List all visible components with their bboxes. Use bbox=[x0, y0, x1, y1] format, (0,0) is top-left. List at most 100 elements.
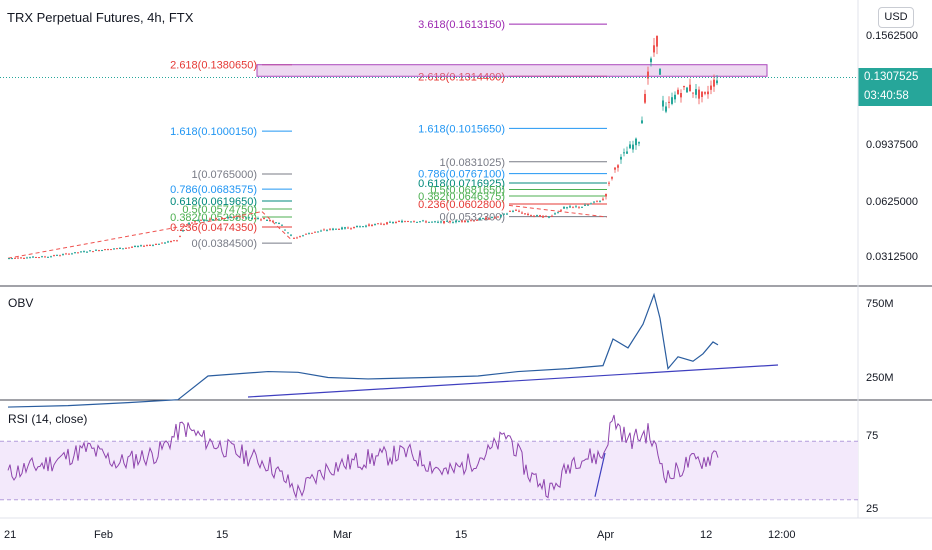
fib-level[interactable]: 1(0.0831025) bbox=[440, 157, 607, 169]
candle bbox=[407, 220, 409, 223]
fib-level[interactable]: 0.618(0.0716925) bbox=[418, 178, 607, 190]
candle bbox=[209, 217, 211, 221]
candle bbox=[626, 146, 628, 154]
candle bbox=[470, 219, 472, 222]
candle bbox=[650, 56, 652, 67]
candle bbox=[587, 204, 589, 206]
candle bbox=[698, 86, 700, 105]
trend-line-3[interactable] bbox=[508, 204, 608, 218]
candle bbox=[716, 75, 718, 86]
candle bbox=[533, 215, 535, 218]
candle bbox=[422, 219, 424, 222]
candle bbox=[254, 217, 256, 220]
candle bbox=[146, 244, 148, 247]
candle bbox=[464, 220, 466, 223]
candle bbox=[413, 220, 415, 223]
fib-level[interactable]: 0.236(0.0474350) bbox=[170, 222, 292, 234]
candle bbox=[161, 242, 163, 244]
candle bbox=[101, 249, 103, 252]
fib-level[interactable]: 0.786(0.0767100) bbox=[418, 169, 607, 181]
candle bbox=[263, 217, 265, 220]
candle bbox=[356, 225, 358, 228]
fib-label: 0.5(0.0574750) bbox=[182, 204, 257, 216]
candle-layer bbox=[0, 35, 858, 260]
candle bbox=[635, 137, 637, 150]
candle bbox=[623, 148, 625, 157]
obv-line bbox=[7, 292, 719, 408]
candle bbox=[305, 233, 307, 235]
candle bbox=[194, 220, 196, 223]
candle bbox=[656, 35, 658, 55]
candle bbox=[239, 215, 241, 218]
fib-label: 0.5(0.0681650) bbox=[430, 184, 505, 196]
bar-countdown: 03:40:58 bbox=[858, 87, 932, 106]
fib-level[interactable]: 1.618(0.1000150) bbox=[170, 126, 292, 138]
candle bbox=[191, 222, 193, 224]
candle bbox=[509, 210, 511, 212]
fib-level[interactable]: 0.618(0.0619650) bbox=[170, 196, 292, 208]
trend-line-1[interactable] bbox=[7, 211, 263, 259]
candle bbox=[203, 218, 205, 223]
obv-trendline[interactable] bbox=[247, 364, 779, 398]
candle bbox=[344, 226, 346, 230]
candle bbox=[173, 240, 175, 242]
fib-label: 2.618(0.1314400) bbox=[418, 71, 505, 83]
candle bbox=[473, 220, 475, 222]
candle bbox=[311, 232, 313, 234]
rsi-trendline[interactable] bbox=[594, 452, 606, 497]
candle bbox=[332, 227, 334, 231]
candle bbox=[341, 226, 343, 230]
fib-zone-highlight[interactable] bbox=[256, 64, 768, 77]
candle bbox=[506, 212, 508, 215]
candle bbox=[176, 239, 178, 242]
fib-label: 0.786(0.0767100) bbox=[418, 169, 505, 181]
candle bbox=[284, 229, 286, 231]
candle bbox=[125, 247, 127, 249]
candle bbox=[326, 229, 328, 232]
fib-level[interactable]: 0.382(0.0646375) bbox=[418, 191, 607, 203]
candle bbox=[296, 236, 298, 239]
candle bbox=[122, 248, 124, 250]
candle bbox=[482, 217, 484, 220]
candle bbox=[632, 140, 634, 153]
candle bbox=[575, 204, 577, 208]
candle bbox=[668, 96, 670, 109]
candle bbox=[23, 257, 25, 260]
candle bbox=[293, 237, 295, 240]
candle bbox=[98, 249, 100, 252]
candle bbox=[629, 141, 631, 149]
time-tick-6: Apr bbox=[597, 529, 614, 541]
candle bbox=[152, 244, 154, 247]
candle bbox=[89, 250, 91, 252]
rsi-layer bbox=[7, 414, 719, 500]
fib-level[interactable]: 1(0.0765000) bbox=[192, 169, 292, 181]
fib-label: 0(0.0384500) bbox=[192, 238, 257, 250]
fib-level[interactable]: 0.5(0.0574750) bbox=[182, 204, 292, 216]
candle bbox=[116, 247, 118, 250]
trend-line-2[interactable] bbox=[261, 211, 293, 241]
time-tick-5: 15 bbox=[455, 529, 467, 541]
candle bbox=[563, 206, 565, 209]
candle bbox=[545, 215, 547, 217]
fib-level[interactable]: 0.786(0.0683575) bbox=[170, 184, 292, 196]
candle bbox=[602, 197, 604, 201]
fib-level[interactable]: 3.618(0.1613150) bbox=[418, 19, 607, 31]
fib-label: 1.618(0.1000150) bbox=[170, 126, 257, 138]
fib-level[interactable]: 0.236(0.0602800) bbox=[418, 199, 607, 211]
candle bbox=[554, 212, 556, 215]
candle bbox=[44, 255, 46, 258]
fib-level[interactable]: 1.618(0.1015650) bbox=[418, 123, 607, 135]
candle bbox=[416, 221, 418, 223]
candle bbox=[398, 220, 400, 223]
fib-level[interactable]: 0.5(0.0681650) bbox=[430, 184, 607, 196]
candle bbox=[551, 214, 553, 218]
candle bbox=[485, 216, 487, 220]
candle bbox=[641, 116, 643, 124]
currency-button[interactable]: USD bbox=[878, 7, 914, 28]
candle bbox=[302, 234, 304, 237]
candle bbox=[458, 220, 460, 223]
fib-level[interactable]: 0(0.0384500) bbox=[192, 238, 292, 250]
candle bbox=[95, 249, 97, 251]
candle bbox=[248, 216, 250, 219]
